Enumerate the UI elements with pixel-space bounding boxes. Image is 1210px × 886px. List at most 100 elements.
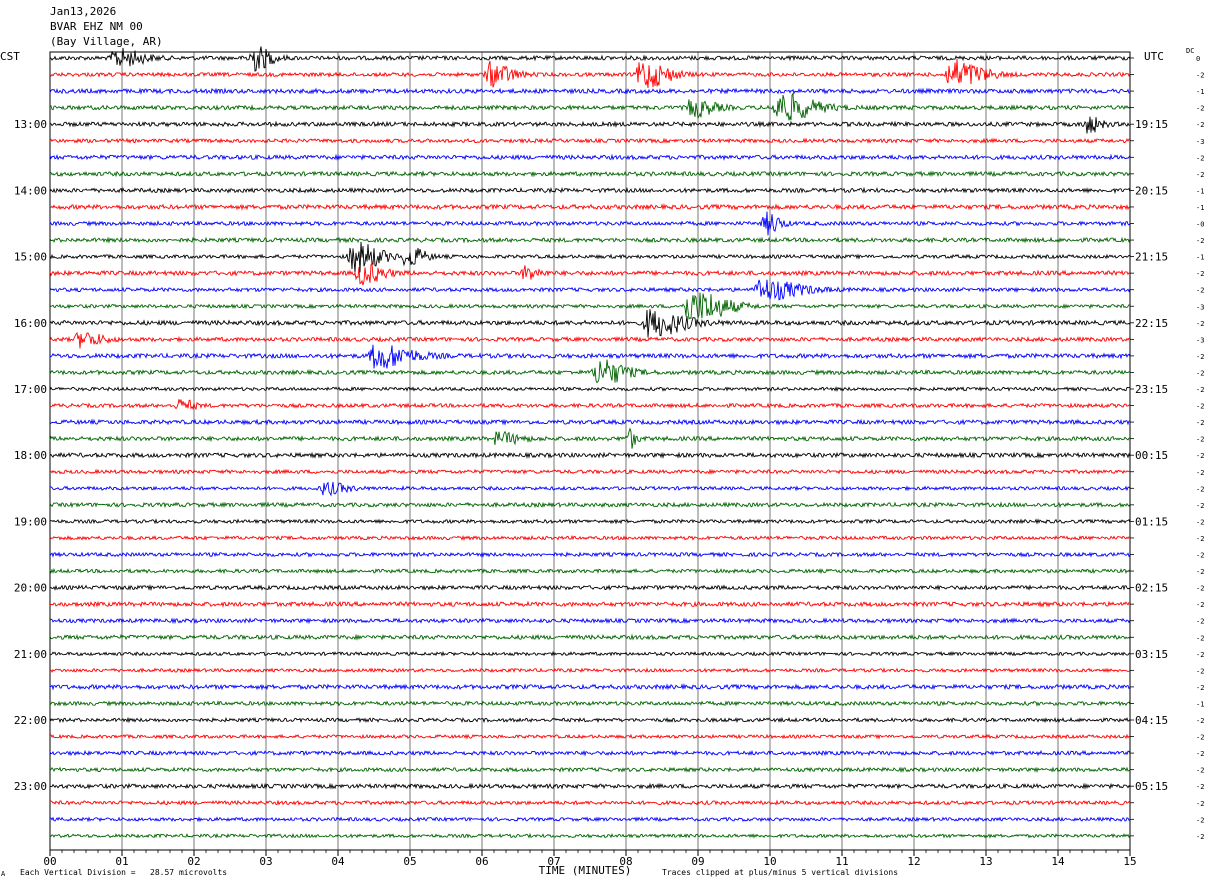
x-tick-label: 09 bbox=[691, 855, 704, 868]
seismic-trace bbox=[49, 716, 1131, 724]
dc-offset-label: -2 bbox=[1196, 535, 1204, 543]
seismic-trace bbox=[49, 667, 1131, 674]
dc-offset-label: -2 bbox=[1196, 369, 1204, 377]
seismic-trace bbox=[49, 617, 1131, 625]
seismic-trace bbox=[49, 451, 1131, 460]
seismic-trace bbox=[49, 518, 1131, 525]
seismic-trace bbox=[49, 92, 1131, 121]
dc-offset-label: -2 bbox=[1196, 767, 1204, 775]
utc-hour-label: 00:15 bbox=[1135, 449, 1168, 462]
dc-offset-label: -1 bbox=[1196, 254, 1204, 262]
x-tick-label: 15 bbox=[1123, 855, 1136, 868]
scale-note: Each Vertical Division = 28.57 microvolt… bbox=[20, 868, 228, 877]
seismic-trace bbox=[49, 418, 1131, 426]
dc-offset-label: -2 bbox=[1196, 287, 1204, 295]
x-tick-label: 03 bbox=[259, 855, 272, 868]
dc-offset-label: -2 bbox=[1196, 667, 1204, 675]
dc-offset-label: -2 bbox=[1196, 601, 1204, 609]
dc-offset-label: -3 bbox=[1196, 138, 1204, 146]
seismic-trace bbox=[50, 584, 1131, 592]
dc-offset-label: -2 bbox=[1196, 485, 1204, 493]
dc-offset-label: -1 bbox=[1196, 88, 1204, 96]
x-tick-label: 14 bbox=[1051, 855, 1065, 868]
seismic-trace bbox=[49, 468, 1131, 475]
x-tick-label: 04 bbox=[331, 855, 345, 868]
seismic-trace bbox=[49, 331, 1131, 349]
x-tick-label: 12 bbox=[907, 855, 920, 868]
utc-hour-label: 05:15 bbox=[1135, 780, 1168, 793]
seismic-trace bbox=[49, 46, 1131, 72]
dc-offset-label: -2 bbox=[1196, 353, 1204, 361]
dc-offset-label: -2 bbox=[1196, 171, 1204, 179]
seismic-trace bbox=[49, 481, 1131, 497]
seismic-trace bbox=[49, 137, 1131, 144]
cst-hour-label: 22:00 bbox=[14, 714, 47, 727]
seismic-trace bbox=[49, 386, 1130, 393]
dc-offset-label: -2 bbox=[1196, 105, 1204, 113]
seismic-trace bbox=[49, 203, 1131, 211]
cst-hour-label: 19:00 bbox=[14, 515, 47, 528]
x-tick-label: 01 bbox=[115, 855, 128, 868]
dc-offset-label: -2 bbox=[1196, 618, 1204, 626]
dc-offset-label: -2 bbox=[1196, 750, 1204, 758]
seismic-trace bbox=[49, 153, 1131, 161]
dc-offset-label: -1 bbox=[1196, 204, 1204, 212]
seismic-trace bbox=[49, 782, 1131, 790]
x-tick-label: 08 bbox=[619, 855, 632, 868]
plot-frame bbox=[49, 51, 1131, 851]
utc-hour-label: 20:15 bbox=[1135, 184, 1168, 197]
dc-offset-label: -2 bbox=[1196, 734, 1204, 742]
dc-offset-label: -2 bbox=[1196, 502, 1204, 510]
seismic-trace bbox=[49, 279, 1131, 301]
seismic-trace bbox=[49, 749, 1131, 757]
dc-label: DC bbox=[1186, 47, 1195, 55]
utc-hour-label: 22:15 bbox=[1135, 317, 1168, 330]
x-tick-label: 02 bbox=[187, 855, 200, 868]
cst-hour-label: 23:00 bbox=[14, 780, 47, 793]
corner-marker: A bbox=[1, 870, 6, 878]
seismic-trace bbox=[49, 292, 1131, 320]
seismic-trace bbox=[49, 58, 1131, 89]
cst-hour-label: 18:00 bbox=[14, 449, 47, 462]
left-timezone-label: CST bbox=[0, 50, 20, 63]
dc-offset-label: -2 bbox=[1196, 800, 1204, 808]
seismic-trace bbox=[49, 170, 1131, 178]
utc-hour-label: 19:15 bbox=[1135, 118, 1168, 131]
x-tick-label: 07 bbox=[547, 855, 560, 868]
seismic-trace bbox=[49, 816, 1131, 823]
dc-offset-label: -2 bbox=[1196, 237, 1204, 245]
seismic-trace bbox=[49, 116, 1130, 134]
seismic-trace bbox=[49, 241, 1131, 273]
x-tick-label: 10 bbox=[763, 855, 776, 868]
dc-offset-label: -2 bbox=[1196, 469, 1204, 477]
dc-offset-label: -2 bbox=[1196, 436, 1204, 444]
seismic-trace bbox=[49, 344, 1131, 369]
dc-offset-label: -2 bbox=[1196, 816, 1204, 824]
dc-offset-label: -2 bbox=[1196, 651, 1204, 659]
seismic-trace bbox=[49, 399, 1131, 411]
seismic-trace bbox=[49, 236, 1131, 244]
dc-offset-label: -2 bbox=[1196, 320, 1204, 328]
x-tick-label: 11 bbox=[835, 855, 848, 868]
seismic-trace bbox=[49, 211, 1131, 236]
utc-hour-label: 21:15 bbox=[1135, 251, 1168, 264]
seismic-trace bbox=[49, 700, 1131, 707]
seismic-trace bbox=[49, 633, 1131, 641]
seismic-trace bbox=[49, 186, 1131, 194]
seismic-trace bbox=[49, 427, 1131, 449]
cst-hour-label: 16:00 bbox=[14, 317, 47, 330]
dc-offset-label: -1 bbox=[1196, 700, 1204, 708]
utc-hour-label: 04:15 bbox=[1135, 714, 1168, 727]
plot-date: Jan13,2026 bbox=[50, 5, 117, 18]
seismic-trace bbox=[49, 551, 1131, 558]
dc-offset-label: 0 bbox=[1196, 55, 1200, 63]
dc-offset-label: -2 bbox=[1196, 154, 1204, 162]
seismic-trace bbox=[49, 261, 1131, 286]
x-tick-label: 05 bbox=[403, 855, 416, 868]
utc-hour-label: 23:15 bbox=[1135, 383, 1168, 396]
right-timezone-label: UTC bbox=[1144, 50, 1164, 63]
cst-hour-label: 14:00 bbox=[14, 184, 47, 197]
dc-offset-label: -2 bbox=[1196, 419, 1204, 427]
station-location: (Bay Village, AR) bbox=[50, 35, 163, 48]
dc-offset-label: -0 bbox=[1196, 221, 1204, 229]
